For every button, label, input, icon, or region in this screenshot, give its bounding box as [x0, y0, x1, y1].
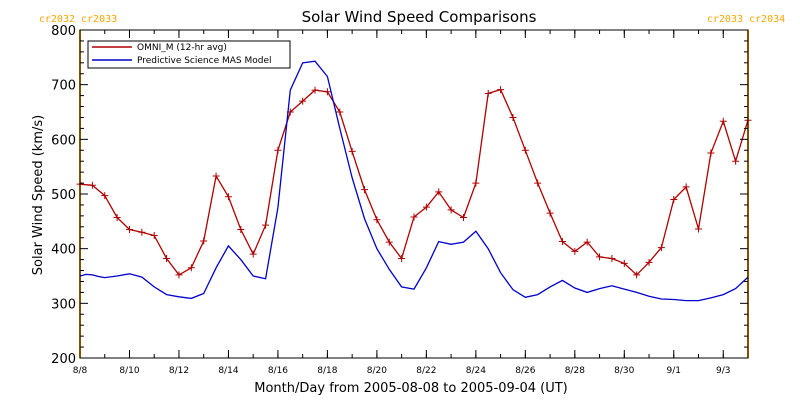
data-point-0-35	[509, 113, 517, 121]
data-point-0-25	[385, 238, 393, 246]
series-line-1	[79, 60, 749, 302]
data-point-0-33	[484, 89, 492, 97]
data-point-0-52	[719, 117, 727, 125]
data-point-0-30	[447, 206, 455, 214]
y-tick-label-4: 600	[51, 133, 76, 148]
data-point-0-10	[200, 237, 208, 245]
data-point-0-50	[695, 225, 703, 233]
data-point-0-28	[422, 203, 430, 211]
data-point-0-45	[633, 271, 641, 279]
data-point-0-29	[435, 188, 443, 196]
data-point-0-46	[645, 258, 653, 266]
series-line-0	[79, 88, 749, 276]
axes: 200 300 400 500 600 700 800 8/8 8/10 8/12 8/14 8/16…	[51, 24, 749, 376]
data-point-0-48	[670, 195, 678, 203]
data-point-0-4	[125, 226, 133, 234]
data-point-0-15	[262, 221, 270, 229]
data-point-0-12	[224, 193, 232, 201]
data-point-0-51	[707, 149, 715, 157]
legend: OMNI_M (12-hr avg) Predictive Science MA…	[87, 40, 291, 69]
y-axis-label: Solar Wind Speed (km/s)	[31, 115, 46, 275]
x-tick-label-0: 8/8	[73, 366, 88, 376]
y-tick-label-1: 300	[51, 297, 76, 312]
data-point-0-34	[497, 86, 505, 94]
data-point-0-38	[546, 209, 554, 217]
data-point-0-16	[274, 146, 282, 154]
x-tick-label-6: 8/20	[367, 366, 387, 376]
data-point-0-2	[101, 192, 109, 200]
rotation-markers	[79, 30, 749, 358]
data-point-0-31	[459, 214, 467, 222]
data-point-0-44	[620, 259, 628, 267]
y-tick-label-0: 200	[51, 352, 76, 367]
data-point-0-7	[163, 255, 171, 263]
x-tick-label-1: 8/10	[119, 366, 139, 376]
data-point-0-13	[237, 226, 245, 234]
legend-label-omni: OMNI_M (12-hr avg)	[137, 43, 227, 53]
data-point-0-27	[410, 213, 418, 221]
x-tick-label-10: 8/28	[565, 366, 585, 376]
data-point-0-26	[398, 255, 406, 263]
data-point-0-23	[361, 186, 369, 194]
series-layer	[76, 60, 752, 302]
data-point-0-20	[323, 88, 331, 96]
data-point-0-22	[348, 147, 356, 155]
data-point-0-43	[608, 255, 616, 263]
rotation-label-end: cr2033 cr2034	[707, 14, 785, 25]
y-tick-label-3: 500	[51, 188, 76, 203]
data-point-0-8	[175, 271, 183, 279]
y-tick-label-5: 700	[51, 79, 76, 94]
data-point-0-18	[299, 97, 307, 105]
x-tick-label-11: 8/30	[614, 366, 634, 376]
x-tick-label-9: 8/26	[515, 366, 535, 376]
data-point-0-32	[472, 179, 480, 187]
rotation-label-start: cr2032 cr2033	[39, 14, 117, 25]
data-point-0-53	[732, 157, 740, 165]
x-tick-label-13: 9/3	[716, 366, 730, 376]
x-tick-label-7: 8/22	[416, 366, 436, 376]
data-point-0-49	[682, 183, 690, 191]
x-tick-label-3: 8/14	[218, 366, 238, 376]
x-tick-label-2: 8/12	[169, 366, 189, 376]
data-point-0-5	[138, 228, 146, 236]
data-point-0-9	[187, 264, 195, 272]
plot-frame	[79, 29, 749, 359]
y-tick-label-6: 800	[51, 24, 76, 39]
data-point-0-39	[558, 238, 566, 246]
legend-label-mas: Predictive Science MAS Model	[137, 56, 272, 66]
x-tick-label-5: 8/18	[317, 366, 337, 376]
data-point-0-36	[521, 146, 529, 154]
data-point-0-1	[88, 181, 96, 189]
data-point-0-41	[583, 238, 591, 246]
data-point-0-42	[596, 253, 604, 261]
data-point-0-47	[657, 244, 665, 252]
x-axis-label: Month/Day from 2005-08-08 to 2005-09-04 …	[254, 381, 567, 396]
x-tick-label-4: 8/16	[268, 366, 288, 376]
y-tick-label-2: 400	[51, 243, 76, 258]
data-point-0-11	[212, 172, 220, 180]
data-point-0-3	[113, 214, 121, 222]
data-point-0-40	[571, 247, 579, 255]
data-point-0-19	[311, 86, 319, 94]
x-tick-label-8: 8/24	[466, 366, 486, 376]
data-point-0-14	[249, 250, 257, 258]
chart-title: Solar Wind Speed Comparisons	[302, 8, 537, 26]
data-point-0-21	[336, 108, 344, 116]
data-point-0-6	[150, 232, 158, 240]
legend-box	[87, 40, 291, 69]
data-point-0-37	[534, 179, 542, 187]
x-tick-label-12: 9/1	[667, 366, 681, 376]
data-point-0-24	[373, 216, 381, 224]
